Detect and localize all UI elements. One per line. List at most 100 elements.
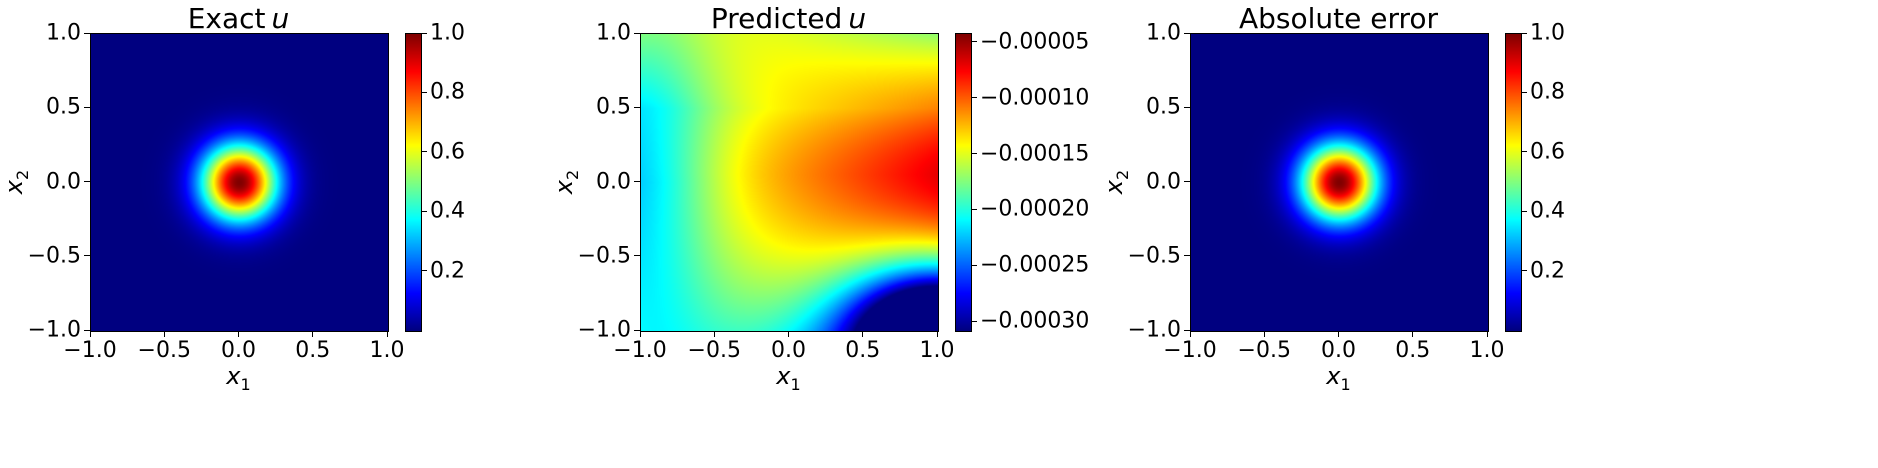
y-tick-label: 1.0 bbox=[596, 20, 631, 46]
y-tick-mark bbox=[84, 106, 90, 108]
colorbar-tick-label: −0.00030 bbox=[980, 308, 1090, 334]
x-tick-label: −0.5 bbox=[1237, 338, 1291, 363]
x-tick-label: 0.5 bbox=[845, 338, 881, 363]
colorbar-tick-label: 0.8 bbox=[1530, 79, 1565, 105]
x-tick-mark bbox=[639, 331, 641, 337]
y-tick-mark bbox=[634, 32, 640, 34]
y-axis-label-var: x bbox=[0, 179, 29, 194]
exact-u-panel: Exact u −1.0 −0.5 0.0 0.5 1.0 −1.0 −0.5 0.0 0.5 1.0… bbox=[0, 0, 626, 468]
chart-title-text: Absolute error bbox=[1238, 2, 1439, 35]
colorbar-tick-mark bbox=[421, 91, 427, 93]
colorbar-tick-mark bbox=[1521, 91, 1527, 93]
chart-title: Predicted u bbox=[600, 2, 977, 35]
x-tick-mark bbox=[1263, 331, 1265, 337]
colorbar bbox=[955, 33, 972, 332]
colorbar-tick-label: 0.4 bbox=[430, 198, 465, 224]
colorbar-tick-label: 1.0 bbox=[430, 20, 465, 46]
colorbar-tick-mark bbox=[971, 208, 977, 210]
x-tick-label: −1.0 bbox=[613, 338, 667, 363]
x-axis-label: x1 bbox=[776, 362, 800, 394]
colorbar-tick-label: −0.00020 bbox=[980, 196, 1090, 222]
colorbar-tick-label: −0.00010 bbox=[980, 85, 1090, 111]
x-tick-mark bbox=[238, 331, 239, 337]
y-tick-mark bbox=[634, 181, 640, 182]
colorbar-tick-label: 0.2 bbox=[430, 258, 465, 284]
x-tick-mark bbox=[1412, 331, 1414, 337]
x-tick-mark bbox=[788, 331, 789, 337]
x-axis-label-var: x bbox=[1326, 362, 1341, 390]
y-tick-mark bbox=[634, 106, 640, 108]
colorbar-tick-mark bbox=[971, 320, 977, 322]
colorbar-tick-label: −0.00025 bbox=[980, 252, 1090, 278]
x-axis-label: x1 bbox=[1326, 362, 1350, 394]
y-tick-mark bbox=[84, 181, 90, 182]
x-tick-mark bbox=[713, 331, 715, 337]
y-axis-label-var: x bbox=[1100, 179, 1129, 194]
y-tick-mark bbox=[1184, 255, 1190, 257]
y-axis-label-var: x bbox=[550, 179, 579, 194]
x-tick-mark bbox=[1338, 331, 1339, 337]
y-tick-label: −0.5 bbox=[1127, 243, 1181, 269]
x-tick-label: 1.0 bbox=[919, 338, 955, 363]
y-axis-label-sub: 2 bbox=[12, 169, 32, 180]
x-axis-label-var: x bbox=[226, 362, 241, 390]
y-tick-label: 0.0 bbox=[596, 169, 631, 194]
colorbar-tick-mark bbox=[1521, 210, 1527, 212]
colorbar-tick-label: −0.00005 bbox=[980, 29, 1090, 55]
x-tick-label: 1.0 bbox=[1469, 338, 1505, 363]
y-tick-mark bbox=[1184, 329, 1190, 331]
heatmap-image bbox=[1190, 33, 1489, 332]
colorbar-tick-label: 0.4 bbox=[1530, 198, 1565, 224]
y-axis-label: x2 bbox=[550, 169, 582, 193]
x-tick-label: 1.0 bbox=[369, 338, 405, 363]
x-tick-label: 0.0 bbox=[1321, 338, 1356, 363]
colorbar-tick-mark bbox=[421, 151, 427, 153]
chart-title-text: Predicted bbox=[710, 2, 843, 35]
y-tick-mark bbox=[634, 255, 640, 257]
y-tick-mark bbox=[84, 255, 90, 257]
predicted-u-panel: Predicted u −1.0 −0.5 0.0 0.5 1.0 −1.0 −0.5 0.0 0.… bbox=[550, 0, 1176, 468]
chart-title-variable: u bbox=[271, 2, 290, 35]
x-axis-label-var: x bbox=[776, 362, 791, 390]
x-tick-label: 0.0 bbox=[771, 338, 806, 363]
colorbar-tick-label: 0.6 bbox=[1530, 139, 1565, 165]
x-tick-mark bbox=[312, 331, 314, 337]
colorbar-tick-label: 0.8 bbox=[430, 79, 465, 105]
x-tick-mark bbox=[89, 331, 91, 337]
x-axis-label: x1 bbox=[226, 362, 250, 394]
y-axis-label: x2 bbox=[0, 169, 32, 193]
y-tick-mark bbox=[1184, 32, 1190, 34]
chart-title: Exact u bbox=[50, 2, 427, 35]
y-axis-label-sub: 2 bbox=[562, 169, 582, 180]
colorbar-tick-mark bbox=[421, 32, 427, 34]
colorbar-tick-mark bbox=[1521, 151, 1527, 153]
y-tick-mark bbox=[84, 329, 90, 331]
colorbar bbox=[405, 33, 422, 332]
y-tick-label: −1.0 bbox=[1127, 317, 1181, 343]
chart-title-text: Exact bbox=[187, 2, 266, 35]
y-tick-label: −1.0 bbox=[577, 317, 631, 343]
colorbar-tick-mark bbox=[971, 41, 977, 43]
y-tick-mark bbox=[1184, 181, 1190, 182]
colorbar-tick-mark bbox=[971, 153, 977, 155]
x-tick-label: −1.0 bbox=[1163, 338, 1217, 363]
x-tick-mark bbox=[386, 331, 388, 337]
colorbar-tick-label: −0.00015 bbox=[980, 141, 1090, 167]
y-tick-label: −0.5 bbox=[27, 243, 81, 269]
y-tick-label: 0.5 bbox=[596, 94, 631, 120]
colorbar bbox=[1505, 33, 1522, 332]
x-tick-label: −0.5 bbox=[137, 338, 191, 363]
x-tick-label: 0.5 bbox=[1395, 338, 1431, 363]
x-axis-label-sub: 1 bbox=[1340, 374, 1351, 394]
colorbar-tick-label: 0.6 bbox=[430, 139, 465, 165]
colorbar-tick-label: 1.0 bbox=[1530, 20, 1565, 46]
y-tick-label: −0.5 bbox=[577, 243, 631, 269]
x-tick-label: −0.5 bbox=[687, 338, 741, 363]
y-axis-label: x2 bbox=[1100, 169, 1132, 193]
y-tick-mark bbox=[1184, 106, 1190, 108]
colorbar-tick-mark bbox=[1521, 270, 1527, 272]
heatmap-image bbox=[640, 33, 939, 332]
x-tick-label: −1.0 bbox=[63, 338, 117, 363]
x-tick-mark bbox=[1486, 331, 1488, 337]
heatmap-image bbox=[90, 33, 389, 332]
